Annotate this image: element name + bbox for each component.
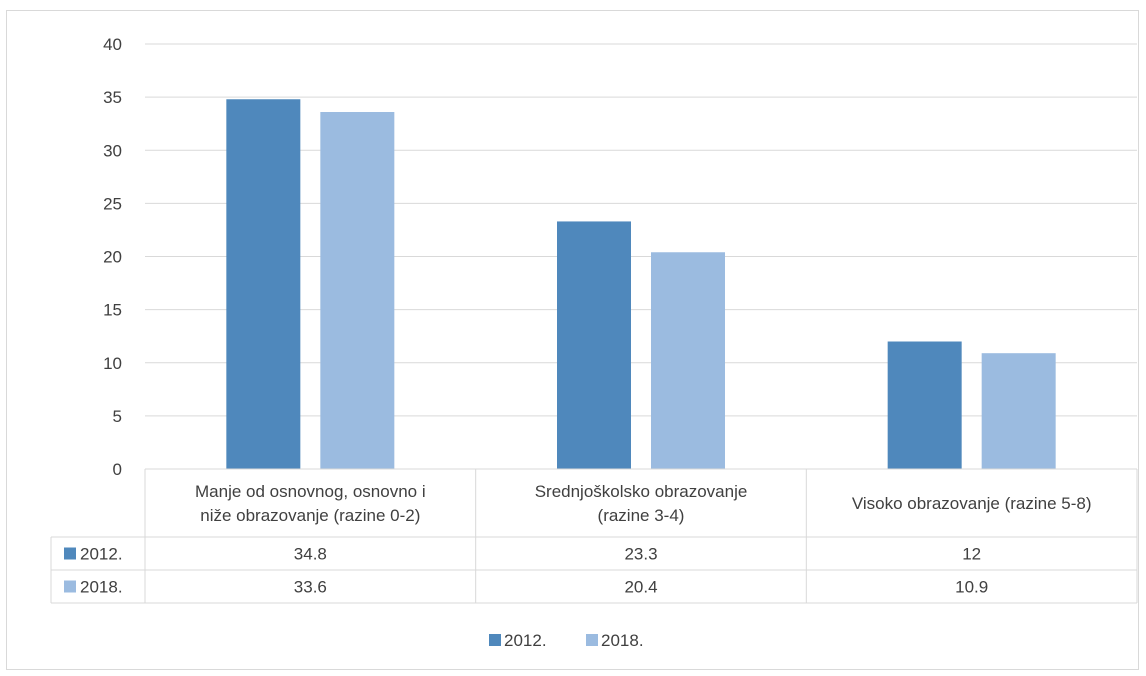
table-series-name: 2018. [80,578,123,597]
y-tick-label: 40 [103,35,122,54]
y-tick-label: 25 [103,194,122,213]
y-tick-label: 15 [103,301,122,320]
category-label: (razine 3-4) [598,506,685,525]
bar-2012-2 [887,341,962,469]
bar-2018-1 [651,252,725,469]
y-tick-label: 0 [113,460,122,479]
category-label: niže obrazovanje (razine 0-2) [200,506,420,525]
data-value-label: 33.6 [294,578,327,597]
y-tick-label: 5 [113,407,122,426]
bar-2012-0 [226,99,301,469]
data-value-label: 10.9 [955,578,988,597]
bar-chart: 0 5 10 15 20 25 30 35 40 Manje od osnovnog, osnov… [50,35,1138,650]
data-value-label: 23.3 [624,545,657,564]
y-tick-label: 10 [103,354,122,373]
data-value-label: 34.8 [294,545,327,564]
category-label: Manje od osnovnog, osnovno i [195,482,426,501]
data-value-label: 12 [962,545,981,564]
data-value-label: 20.4 [624,578,657,597]
bar-2018-2 [981,353,1056,469]
category-label: Visoko obrazovanje (razine 5-8) [852,494,1092,513]
legend-label: 2018. [601,631,644,650]
table-legend-key [64,547,76,560]
y-tick-label: 30 [103,141,122,160]
bar-2018-0 [320,112,395,469]
y-tick-label: 20 [103,248,122,267]
legend-swatch [586,634,598,646]
table-series-name: 2012. [80,545,123,564]
y-tick-label: 35 [103,88,122,107]
category-label: Srednjoškolsko obrazovanje [535,482,748,501]
legend-swatch [489,634,501,646]
legend-label: 2012. [504,631,547,650]
chart-frame: 0 5 10 15 20 25 30 35 40 Manje od osnovnog, osnov… [6,10,1139,670]
table-legend-key [64,580,76,593]
bar-2012-1 [557,221,631,469]
